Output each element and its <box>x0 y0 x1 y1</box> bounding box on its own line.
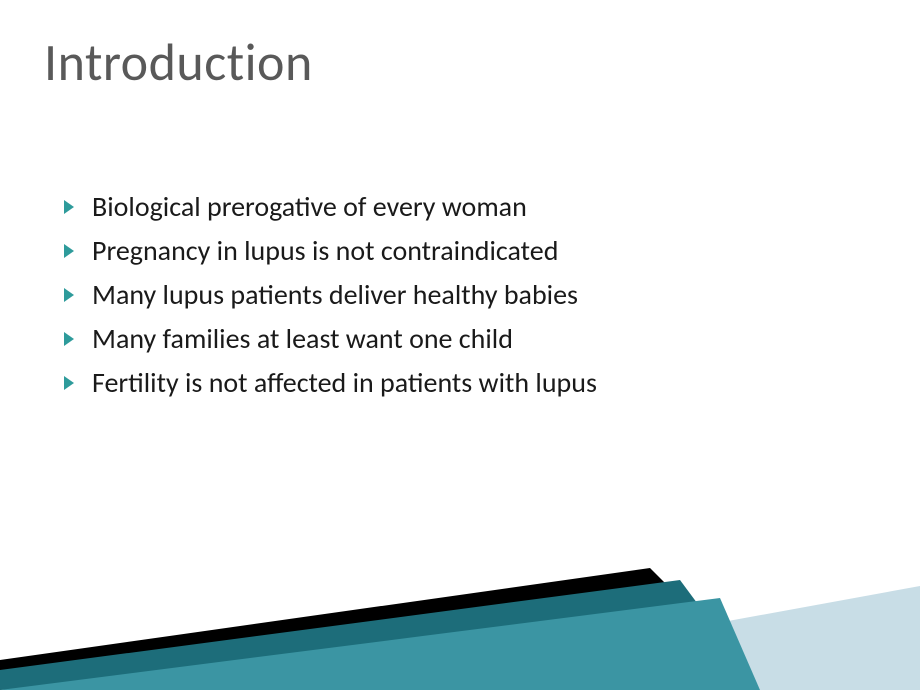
list-item: Fertility is not affected in patients wi… <box>64 362 597 404</box>
list-item: Many families at least want one child <box>64 318 597 360</box>
decor-light-teal <box>350 586 920 690</box>
slide: Introduction Biological prerogative of e… <box>0 0 920 690</box>
slide-title: Introduction <box>44 30 313 94</box>
list-item: Biological prerogative of every woman <box>64 186 597 228</box>
bullet-list: Biological prerogative of every woman Pr… <box>64 186 597 406</box>
decor-teal-dark <box>0 580 720 690</box>
corner-decoration <box>0 530 920 690</box>
list-item: Many lupus patients deliver healthy babi… <box>64 274 597 316</box>
decor-black <box>0 568 680 690</box>
list-item: Pregnancy in lupus is not contraindicate… <box>64 230 597 272</box>
decor-teal-mid <box>0 598 760 690</box>
